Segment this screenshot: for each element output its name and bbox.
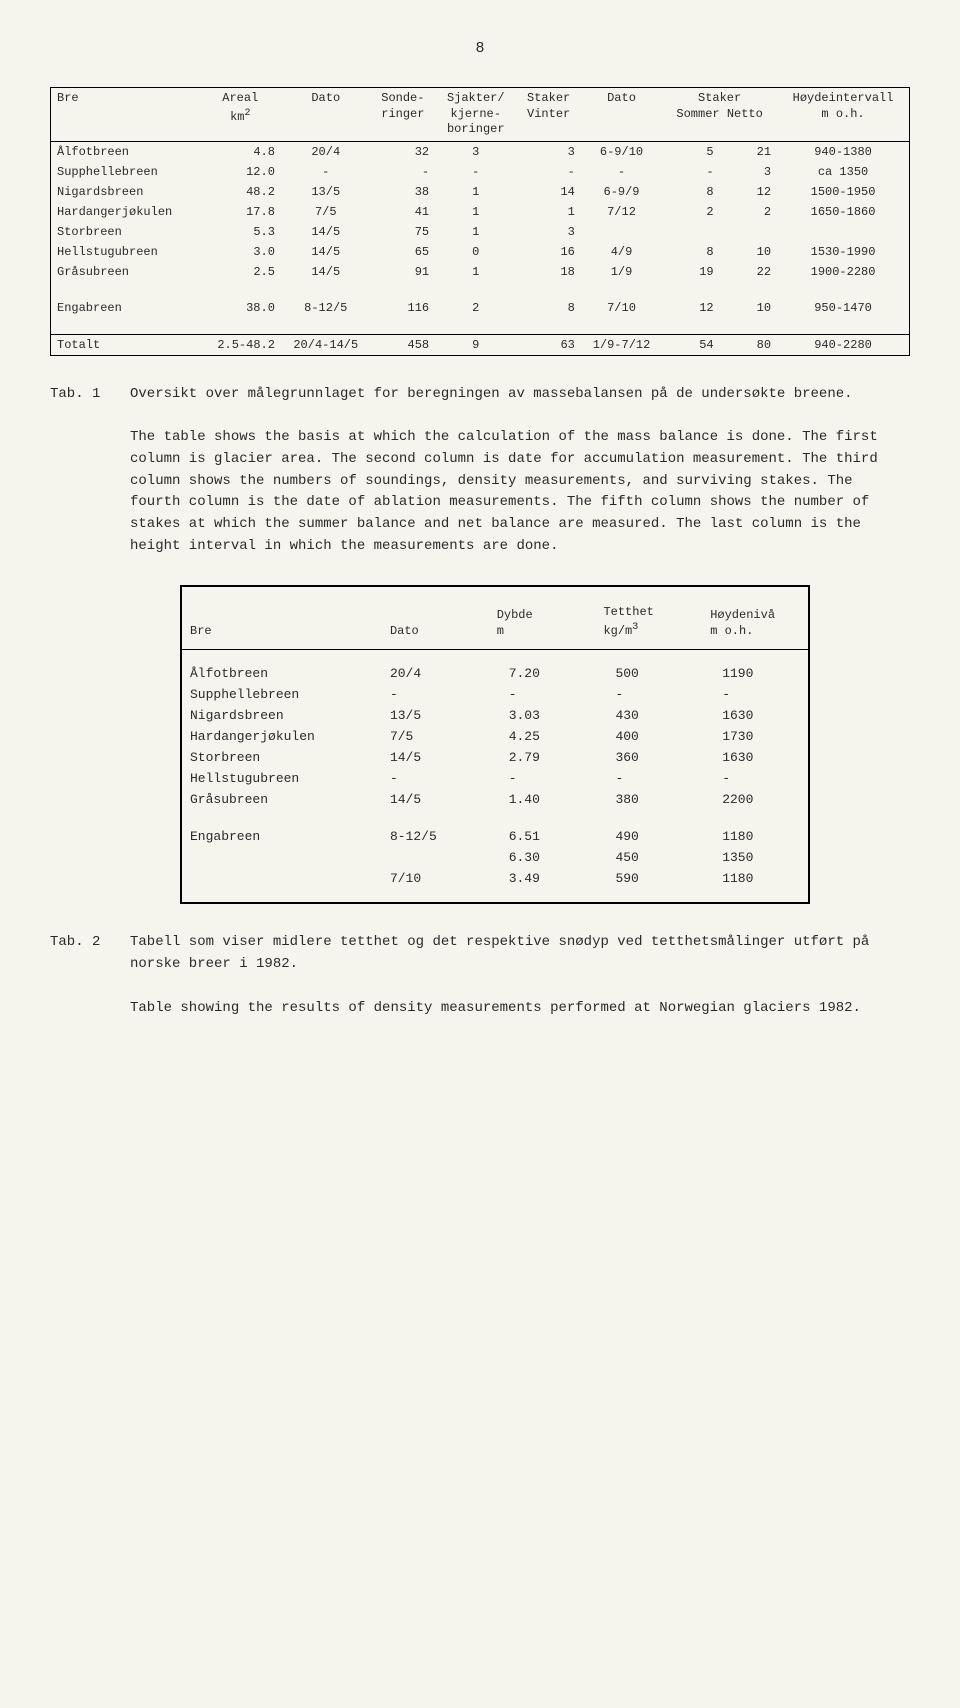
caption-1-para1: Oversikt over målegrunnlaget for beregni… bbox=[130, 384, 910, 406]
caption-2-para1: Tabell som viser midlere tetthet og det … bbox=[130, 932, 910, 975]
table-row: Supphellebreen12.0------3ca 1350 bbox=[51, 162, 910, 182]
table-row: Totalt2.5-48.220/4-14/54589631/9-7/12548… bbox=[51, 334, 910, 355]
table-row: 6.304501350 bbox=[181, 847, 809, 868]
table-row: Hellstugubreen3.014/5650164/98101530-199… bbox=[51, 242, 910, 262]
table-row: Hellstugubreen---- bbox=[181, 768, 809, 789]
caption-1-para2: The table shows the basis at which the c… bbox=[130, 427, 910, 557]
t1-h-hoyde: Høydeintervallm o.h. bbox=[777, 88, 909, 142]
caption-1: Tab. 1 Oversikt over målegrunnlaget for … bbox=[50, 384, 910, 558]
table-row: Hardangerjøkulen17.87/541117/12221650-18… bbox=[51, 202, 910, 222]
table-2: Bre Dato Dybdem Tetthetkg/m3 Høydenivåm … bbox=[180, 585, 810, 904]
table-row: 7/103.495901180 bbox=[181, 868, 809, 903]
t1-h-stakers: StakerSommer Netto bbox=[662, 88, 777, 142]
table-row: Gråsubreen2.514/5911181/919221900-2280 bbox=[51, 262, 910, 282]
table-row: Gråsubreen14/51.403802200 bbox=[181, 789, 809, 810]
t1-h-dato1: Dato bbox=[281, 88, 371, 142]
t1-h-bre: Bre bbox=[51, 88, 200, 142]
table-row: Hardangerjøkulen7/54.254001730 bbox=[181, 726, 809, 747]
caption-2: Tab. 2 Tabell som viser midlere tetthet … bbox=[50, 932, 910, 1019]
caption-2-label: Tab. 2 bbox=[50, 932, 130, 1019]
t1-h-stakerv: StakerVinter bbox=[516, 88, 580, 142]
t2-h-dybde: Dybdem bbox=[489, 586, 596, 650]
table-row: Ålfotbreen4.820/432336-9/10521940-1380 bbox=[51, 141, 910, 162]
table-row: Storbreen14/52.793601630 bbox=[181, 747, 809, 768]
table-row: Nigardsbreen48.213/5381146-9/98121500-19… bbox=[51, 182, 910, 202]
caption-1-label: Tab. 1 bbox=[50, 384, 130, 558]
t2-h-dato: Dato bbox=[382, 586, 489, 650]
table-row: Storbreen5.314/57513 bbox=[51, 222, 910, 242]
caption-2-para2: Table showing the results of density mea… bbox=[130, 998, 910, 1020]
table-row: Engabreen38.08-12/5116287/101210950-1470 bbox=[51, 298, 910, 318]
table-row: Supphellebreen---- bbox=[181, 684, 809, 705]
t2-h-hoyde: Høydenivåm o.h. bbox=[702, 586, 809, 650]
t1-h-sonde: Sonde-ringer bbox=[371, 88, 435, 142]
t1-h-areal: Arealkm2 bbox=[200, 88, 281, 142]
table-row: Nigardsbreen13/53.034301630 bbox=[181, 705, 809, 726]
table-row: Engabreen8-12/56.514901180 bbox=[181, 826, 809, 847]
t1-h-dato2: Dato bbox=[581, 88, 662, 142]
table-row: Ålfotbreen20/47.205001190 bbox=[181, 650, 809, 685]
table-1: Bre Arealkm2 Dato Sonde-ringer Sjakter/k… bbox=[50, 87, 910, 356]
page-number: 8 bbox=[50, 40, 910, 57]
t2-h-tetthet: Tetthetkg/m3 bbox=[595, 586, 702, 650]
t1-h-sjakter: Sjakter/kjerne-boringer bbox=[435, 88, 516, 142]
t2-h-bre: Bre bbox=[181, 586, 382, 650]
